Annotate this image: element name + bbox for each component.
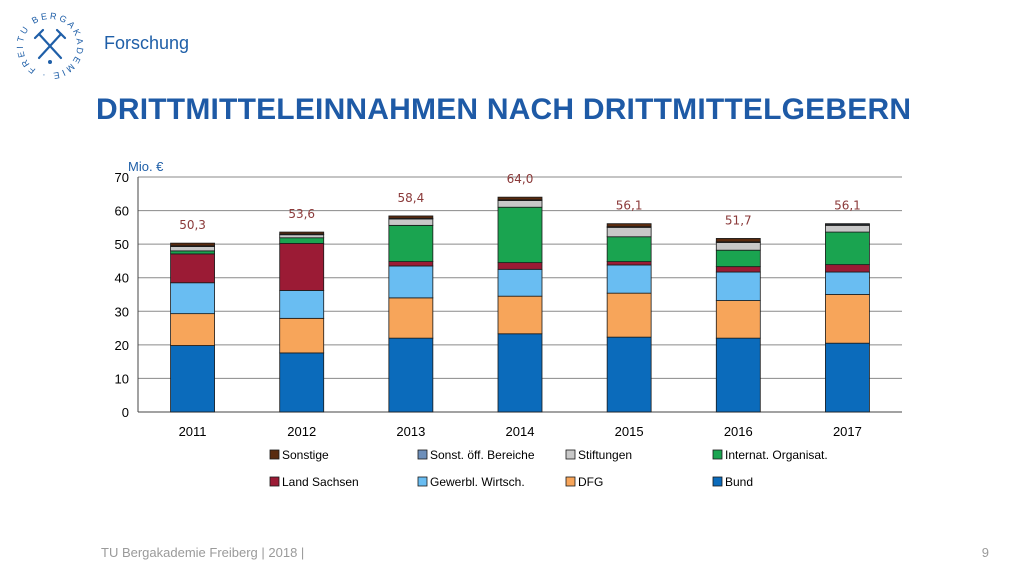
- x-tick-label: 2015: [615, 424, 644, 439]
- legend-swatch: [712, 476, 723, 487]
- legend-label: Internat. Organisat.: [725, 448, 828, 462]
- bar-segment-gewerbl-wirtsch-: [715, 271, 761, 301]
- y-tick-label: 70: [115, 170, 129, 185]
- x-tick-label: 2012: [287, 424, 316, 439]
- bar-segment-stiftungen: [825, 224, 870, 233]
- total-data-label: 56,1: [834, 199, 861, 213]
- x-tick-label: 2016: [724, 424, 753, 439]
- bar-segment-bund: [170, 345, 215, 413]
- bar-segment-bund: [497, 333, 543, 413]
- legend-swatch: [565, 449, 576, 460]
- bar-segment-dfg: [170, 313, 215, 346]
- bar-segment-dfg: [497, 295, 543, 335]
- bar-segment-stiftungen: [170, 246, 215, 252]
- legend-label: Gewerbl. Wirtsch.: [430, 475, 525, 489]
- bar-segment-land-sachsen: [388, 261, 434, 267]
- bar-segment-sonstige: [606, 223, 652, 228]
- legend-label: Sonstige: [282, 448, 329, 462]
- bar-segment-bund: [606, 336, 652, 413]
- legend-swatch: [417, 449, 428, 460]
- legend-label: DFG: [578, 475, 603, 489]
- bar-segment-bund: [388, 337, 434, 413]
- x-tick-label: 2011: [179, 424, 207, 439]
- hammer-and-pick-icon: [33, 28, 67, 60]
- bar-segment-internat-organisat-: [497, 206, 543, 264]
- university-logo: TU BERGAKADEMIE · FREIBERG ·: [12, 8, 86, 82]
- bar-segment-bund: [825, 342, 870, 413]
- bar-segment-internat-organisat-: [825, 231, 870, 266]
- y-tick-label: 30: [115, 304, 129, 319]
- bar-segment-stiftungen: [388, 218, 434, 226]
- bar-segment-gewerbl-wirtsch-: [170, 282, 215, 315]
- legend-label: Land Sachsen: [282, 475, 359, 489]
- bar-segment-sonstige: [497, 196, 543, 201]
- bar-segment-land-sachsen: [170, 253, 215, 284]
- bar-segment-dfg: [606, 292, 652, 338]
- bar-segment-dfg: [825, 294, 870, 344]
- total-data-label: 53,6: [288, 207, 315, 221]
- bar-segment-gewerbl-wirtsch-: [825, 271, 870, 295]
- bar-segment-stiftungen: [606, 226, 652, 238]
- bar-segment-land-sachsen: [715, 266, 761, 273]
- bar-segment-sonstige: [388, 215, 434, 219]
- legend-swatch: [269, 476, 280, 487]
- total-data-label: 51,7: [725, 213, 752, 227]
- bar-segment-sonstige: [715, 238, 761, 243]
- bar-segment-sonstige: [279, 231, 325, 235]
- bar-segment-dfg: [279, 317, 325, 354]
- bar-segment-bund: [715, 337, 761, 413]
- bar-segment-internat-organisat-: [606, 236, 652, 262]
- legend-label: Sonst. öff. Bereiche: [430, 448, 535, 462]
- bar-segment-land-sachsen: [606, 261, 652, 266]
- total-data-label: 64,0: [507, 172, 534, 186]
- bar-segment-sonstige: [825, 223, 870, 225]
- x-tick-label: 2014: [506, 424, 535, 439]
- total-data-label: 56,1: [616, 199, 643, 213]
- page-number: 9: [981, 545, 989, 560]
- legend-swatch: [712, 449, 723, 460]
- x-tick-label: 2017: [833, 424, 862, 439]
- legend-swatch: [565, 476, 576, 487]
- footer-text: TU Bergakademie Freiberg | 2018 |: [101, 545, 305, 560]
- bar-segment-bund: [279, 352, 325, 413]
- bar-segment-internat-organisat-: [279, 237, 325, 244]
- y-tick-label: 0: [122, 405, 129, 420]
- legend-label: Bund: [725, 475, 753, 489]
- bar-segment-stiftungen: [715, 242, 761, 251]
- bar-segment-internat-organisat-: [170, 250, 215, 255]
- bar-segment-gewerbl-wirtsch-: [388, 265, 434, 299]
- bar-segment-stiftungen: [279, 234, 325, 239]
- y-tick-label: 20: [115, 338, 129, 353]
- total-data-label: 50,3: [179, 218, 206, 232]
- bar-segment-land-sachsen: [497, 262, 543, 270]
- bar-segment-sonstige: [170, 242, 215, 247]
- bar-segment-stiftungen: [497, 200, 543, 208]
- legend-swatch: [269, 449, 280, 460]
- bar-segment-gewerbl-wirtsch-: [497, 268, 543, 297]
- unit-label: Mio. €: [128, 159, 164, 174]
- bar-segment-gewerbl-wirtsch-: [279, 290, 325, 319]
- page-title: DRITTMITTELEINNAHMEN NACH DRITTMITTELGEB…: [96, 93, 912, 126]
- bar-segment-land-sachsen: [279, 243, 325, 291]
- bar-segment-internat-organisat-: [715, 249, 761, 268]
- bar-segment-dfg: [715, 300, 761, 339]
- section-label: Forschung: [104, 33, 190, 53]
- y-tick-label: 50: [115, 237, 129, 252]
- legend-swatch: [417, 476, 428, 487]
- legend-label: Stiftungen: [578, 448, 632, 462]
- y-tick-label: 60: [115, 204, 129, 219]
- bar-segment-internat-organisat-: [388, 224, 434, 262]
- bar-segment-gewerbl-wirtsch-: [606, 264, 652, 294]
- total-data-label: 58,4: [397, 191, 424, 205]
- y-tick-label: 10: [115, 371, 129, 386]
- y-tick-label: 40: [115, 271, 129, 286]
- bar-segment-land-sachsen: [825, 264, 870, 273]
- bar-segment-dfg: [388, 297, 434, 339]
- x-tick-label: 2013: [396, 424, 425, 439]
